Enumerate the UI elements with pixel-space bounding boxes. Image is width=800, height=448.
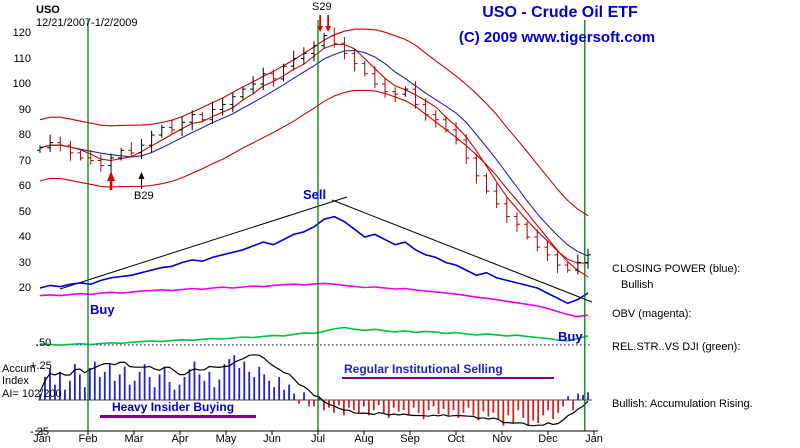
closing-power-status: Bullish bbox=[621, 279, 654, 291]
month-label: Feb bbox=[78, 433, 98, 445]
price-tick-label: 100 bbox=[12, 78, 31, 90]
buy-label-feb: Buy bbox=[90, 302, 115, 317]
ai-reading-label: AI= 102/200 bbox=[2, 388, 62, 400]
price-tick-label: 30 bbox=[18, 256, 31, 269]
price-tick-label: 80 bbox=[18, 129, 31, 141]
price-tick-label: 120 bbox=[12, 27, 31, 39]
month-label: Jan bbox=[585, 433, 603, 445]
sell-label: Sell bbox=[303, 187, 327, 202]
ref-50-label: .50 bbox=[36, 337, 52, 349]
month-label: Jul bbox=[310, 433, 326, 445]
symbol-label: USO bbox=[36, 4, 60, 16]
date-range-label: 12/21/2007-1/2/2009 bbox=[36, 17, 138, 29]
price-tick-label: 40 bbox=[18, 231, 31, 243]
minus-25-label: -.25 bbox=[30, 426, 49, 438]
obv-label: OBV (magenta): bbox=[612, 308, 692, 320]
month-label: Mar bbox=[124, 433, 144, 445]
month-label: Aug bbox=[354, 433, 374, 445]
accum-index-label-2: Index bbox=[2, 375, 29, 387]
insider-buying-label: Heavy Insider Buying bbox=[112, 400, 235, 414]
b29-buy-signal-label: B29 bbox=[134, 190, 154, 202]
insider-buying-underline bbox=[100, 415, 256, 418]
plus-25-label: +.25 bbox=[30, 360, 52, 372]
chart-title: USO - Crude Oil ETF bbox=[482, 4, 638, 21]
accum-status-label: Bullish: Accumulation Rising. bbox=[612, 398, 753, 410]
month-label: Oct bbox=[447, 433, 465, 445]
buy-label-dec: Buy bbox=[558, 329, 583, 344]
month-label: Sep bbox=[400, 433, 420, 445]
month-label: Jan bbox=[33, 433, 51, 445]
rel-str-label: REL.STR..VS DJI (green): bbox=[612, 341, 741, 353]
price-tick-label: 110 bbox=[13, 52, 31, 65]
closing-power-label: CLOSING POWER (blue): bbox=[612, 263, 741, 275]
price-tick-label: 70 bbox=[18, 154, 31, 167]
price-tick-label: 50 bbox=[18, 205, 31, 218]
accum-index-label-1: Accum bbox=[2, 363, 36, 375]
price-tick-label: 90 bbox=[18, 103, 31, 116]
price-tick-label: 20 bbox=[18, 282, 31, 294]
month-label: Nov bbox=[492, 433, 512, 445]
month-label: May bbox=[215, 433, 237, 445]
month-label: Jun bbox=[263, 433, 281, 445]
s29-sell-signal-label: S29 bbox=[312, 1, 332, 13]
month-label: Apr bbox=[171, 433, 189, 445]
price-tick-label: 60 bbox=[18, 180, 31, 192]
institutional-selling-label: Regular Institutional Selling bbox=[344, 362, 503, 376]
institutional-selling-underline bbox=[342, 377, 554, 379]
month-label: Dec bbox=[538, 433, 558, 445]
copyright-label: (C) 2009 www.tigersoft.com bbox=[458, 29, 656, 46]
